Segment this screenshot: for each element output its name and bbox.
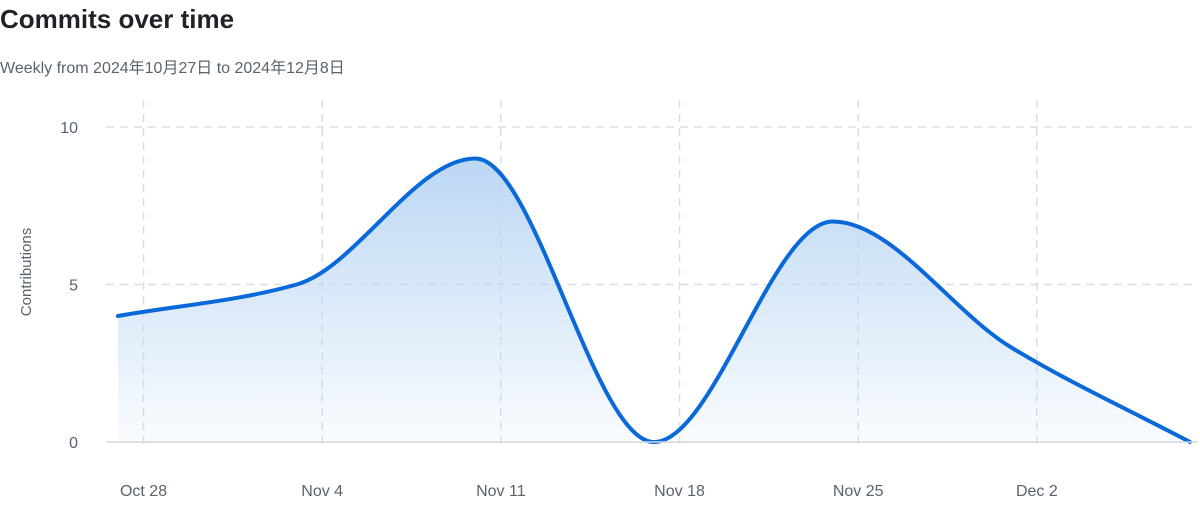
data-point[interactable] xyxy=(112,310,124,322)
data-point[interactable] xyxy=(291,279,303,291)
x-tick-label: Nov 25 xyxy=(833,483,884,500)
data-point[interactable] xyxy=(827,216,839,228)
data-point[interactable] xyxy=(1005,342,1017,354)
area-layer xyxy=(112,153,1196,449)
y-tick-label: 5 xyxy=(69,278,78,295)
x-tick-label: Nov 4 xyxy=(301,483,343,500)
x-tick-label: Oct 28 xyxy=(120,483,167,500)
data-point[interactable] xyxy=(469,153,481,165)
x-tick-label: Nov 18 xyxy=(654,483,705,500)
series-area-fill xyxy=(118,159,1190,443)
y-tick-label: 10 xyxy=(60,120,78,137)
x-tick-label: Dec 2 xyxy=(1016,483,1058,500)
y-tick-label: 0 xyxy=(69,435,78,452)
y-axis-title: Contributions xyxy=(18,228,35,316)
x-tick-label: Nov 11 xyxy=(476,483,526,500)
